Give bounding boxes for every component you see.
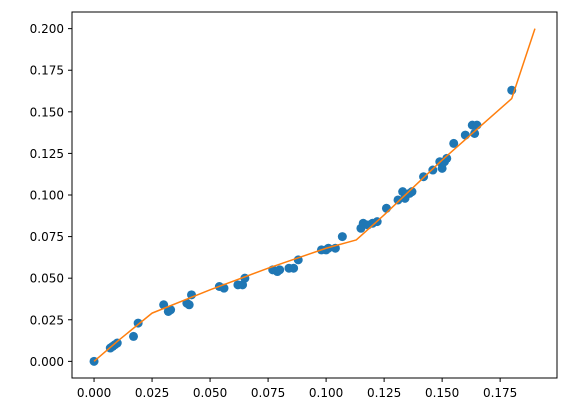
scatter-point (428, 165, 438, 175)
x-tick-label: 0.025 (135, 386, 169, 400)
scatter-point (407, 187, 417, 197)
scatter-point (472, 120, 482, 130)
y-tick-label: 0.150 (30, 105, 64, 119)
y-axis: 0.000 0.025 0.050 0.075 0.100 0.125 0.150 0.175… (30, 22, 72, 369)
scatter-point (449, 138, 459, 148)
y-tick-label: 0.175 (30, 64, 64, 78)
y-tick-label: 0.125 (30, 147, 64, 161)
y-tick-label: 0.075 (30, 230, 64, 244)
plot-area (89, 28, 536, 366)
scatter-point (460, 130, 470, 140)
scatter-point (337, 232, 347, 242)
scatter-point (442, 153, 452, 163)
x-tick-label: 0.125 (367, 386, 401, 400)
x-tick-label: 0.150 (425, 386, 459, 400)
x-tick-label: 0.050 (193, 386, 227, 400)
scatter-point (166, 305, 176, 315)
y-tick-label: 0.000 (30, 355, 64, 369)
y-tick-label: 0.100 (30, 189, 64, 203)
x-axis: 0.000 0.025 0.050 0.075 0.100 0.125 0.150 0.175 (77, 378, 517, 400)
scatter-point (381, 203, 391, 213)
scatter-point (289, 263, 299, 273)
x-tick-label: 0.175 (483, 386, 517, 400)
scatter-point (184, 300, 194, 310)
scatter-point (470, 128, 480, 138)
scatter-point (112, 338, 122, 348)
scatter-point (275, 265, 285, 275)
fit-line (93, 28, 536, 362)
x-tick-label: 0.075 (251, 386, 285, 400)
y-tick-label: 0.050 (30, 272, 64, 286)
scatter-point (393, 195, 403, 205)
scatter-point (129, 331, 138, 341)
x-tick-label: 0.000 (77, 386, 111, 400)
y-tick-label: 0.025 (30, 313, 64, 327)
x-tick-label: 0.100 (309, 386, 343, 400)
y-tick-label: 0.200 (30, 22, 64, 36)
